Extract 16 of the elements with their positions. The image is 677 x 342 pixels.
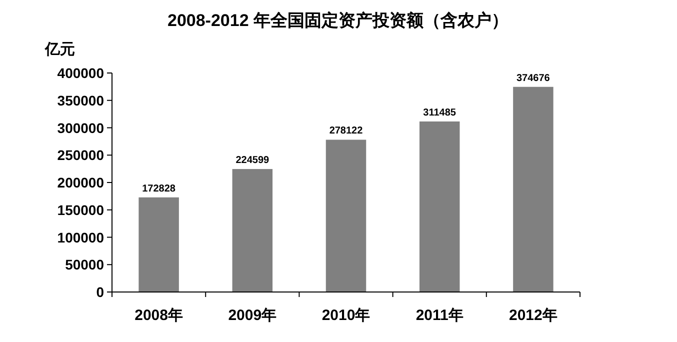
xtick: 2011年 xyxy=(416,307,464,324)
ytick: 400000 xyxy=(57,65,104,81)
ytick: 200000 xyxy=(57,174,104,190)
ytick: 300000 xyxy=(57,120,104,136)
ytick: 250000 xyxy=(57,147,104,164)
ytick: 50000 xyxy=(65,256,104,273)
xtick: 2009年 xyxy=(228,307,277,324)
ytick: 0 xyxy=(96,284,104,300)
xtick: 2012年 xyxy=(509,307,558,324)
ytick: 100000 xyxy=(57,229,104,246)
xtick: 2010年 xyxy=(322,307,370,324)
xtick: 2008年 xyxy=(134,307,183,324)
ytick: 350000 xyxy=(57,92,104,108)
title: 2008-2012 年全国固定资产投资额（含农户） xyxy=(167,11,509,30)
ylabel: 亿元 xyxy=(45,41,75,58)
ytick: 150000 xyxy=(57,202,104,218)
